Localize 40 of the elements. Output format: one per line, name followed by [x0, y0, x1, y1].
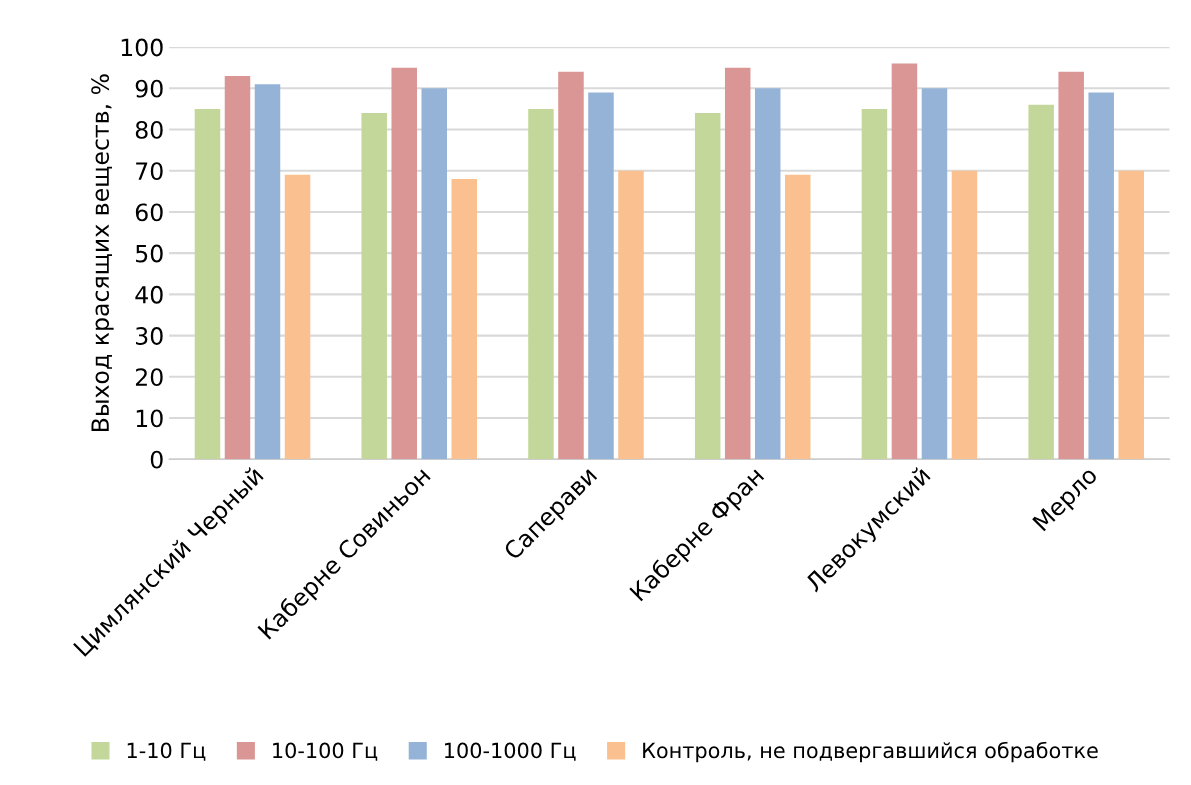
- bar: [891, 63, 918, 460]
- bar: [361, 113, 387, 460]
- y-tick-label: 90: [135, 79, 163, 98]
- bar: [1028, 104, 1054, 460]
- bar: [694, 113, 721, 460]
- bar: [1088, 92, 1114, 460]
- bar: [588, 92, 614, 460]
- y-tick-label: 10: [136, 409, 163, 428]
- legend-label: 10-100 Гц: [273, 742, 378, 761]
- bar: [194, 108, 221, 460]
- bar: [921, 88, 948, 460]
- bar: [451, 178, 478, 460]
- legend-label: Контроль, не подвергавшийся обработке: [643, 741, 1098, 763]
- y-tick-label: 70: [136, 162, 163, 181]
- bar: [558, 71, 584, 460]
- bar: [784, 174, 811, 460]
- y-tick-label: 30: [136, 327, 163, 345]
- y-tick-label: 0: [150, 450, 163, 469]
- y-tick-label: 40: [135, 285, 163, 304]
- bar: [284, 174, 311, 460]
- y-tick-label: 50: [136, 244, 163, 263]
- bar: [1118, 170, 1144, 460]
- bar: [724, 67, 751, 460]
- y-tick-label: 20: [135, 368, 163, 387]
- bar: [618, 170, 644, 460]
- y-tick-label: 60: [135, 203, 163, 222]
- bar: [391, 67, 417, 460]
- bar: [754, 88, 781, 460]
- y-tick-label: 100: [121, 38, 163, 57]
- bar: [528, 108, 554, 460]
- legend-label: 100-1000 Гц: [445, 742, 576, 761]
- bar: [951, 170, 978, 460]
- y-tick-label: 80: [135, 120, 163, 139]
- y-axis-title: Выход красящих веществ, %: [91, 74, 114, 432]
- legend-label: 1-10 Гц: [127, 742, 206, 761]
- bar: [254, 84, 281, 460]
- bar: [861, 108, 888, 460]
- bar: [1058, 71, 1084, 460]
- bar: [224, 75, 251, 460]
- bar: [421, 88, 447, 460]
